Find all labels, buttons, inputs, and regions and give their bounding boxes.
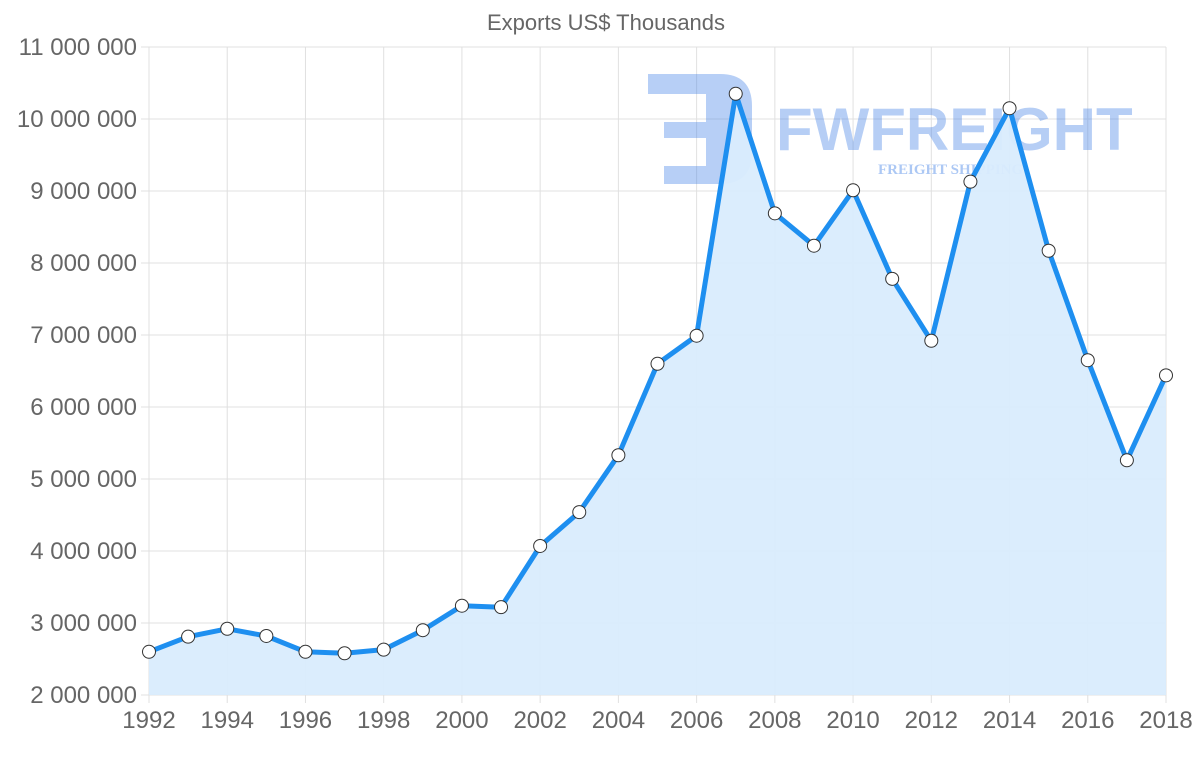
data-points	[142, 86, 1173, 661]
data-point-2018[interactable]	[1159, 368, 1173, 383]
x-tick-label: 2004	[592, 707, 645, 734]
data-point-2004[interactable]	[611, 448, 626, 463]
y-tick-label: 7 000 000	[30, 322, 137, 349]
x-tick-label: 2010	[826, 707, 879, 734]
x-tick-label: 2002	[513, 707, 566, 734]
data-point-2013[interactable]	[963, 174, 978, 189]
x-tick-label: 2012	[905, 707, 958, 734]
x-tick-label: 1998	[357, 707, 410, 734]
data-point-2002[interactable]	[533, 538, 548, 553]
x-tick-label: 2000	[435, 707, 488, 734]
watermark-brand: FWFREIGHT	[776, 96, 1133, 163]
y-tick-label: 11 000 000	[19, 34, 137, 61]
data-point-2016[interactable]	[1080, 353, 1095, 368]
x-tick-label: 2008	[748, 707, 801, 734]
data-point-2005[interactable]	[650, 356, 665, 371]
x-tick-label: 2018	[1139, 707, 1192, 734]
data-point-1996[interactable]	[298, 644, 313, 659]
data-point-2012[interactable]	[924, 333, 939, 348]
x-axis: 1992 1994 1996 1998 2000 2002 2004 2006 2008 2010…	[122, 707, 1192, 734]
x-tick-label: 1996	[279, 707, 332, 734]
x-tick-label: 2006	[670, 707, 723, 734]
y-tick-label: 8 000 000	[30, 250, 137, 277]
x-tick-label: 2014	[983, 707, 1036, 734]
data-point-2008[interactable]	[767, 206, 782, 221]
x-tick-label: 1992	[122, 707, 175, 734]
y-tick-label: 5 000 000	[30, 466, 137, 493]
watermark-logo: FWFREIGHT FREIGHT SHIPPING	[648, 74, 1133, 184]
data-point-1999[interactable]	[415, 623, 430, 638]
data-point-1997[interactable]	[337, 646, 352, 661]
data-point-2017[interactable]	[1119, 453, 1134, 468]
y-axis: 2 000 000 3 000 000 4 000 000 5 000 000 6 00…	[17, 34, 137, 709]
data-point-2014[interactable]	[1002, 101, 1017, 116]
x-tick-label: 2016	[1061, 707, 1114, 734]
data-point-2009[interactable]	[806, 238, 821, 253]
data-point-2011[interactable]	[885, 271, 900, 286]
data-point-2006[interactable]	[689, 328, 704, 343]
x-tick-label: 1994	[201, 707, 254, 734]
data-point-1992[interactable]	[142, 644, 156, 659]
data-point-2010[interactable]	[846, 183, 861, 198]
chart-title: Exports US$ Thousands	[487, 10, 725, 35]
data-point-2015[interactable]	[1041, 243, 1056, 258]
data-point-1998[interactable]	[376, 642, 391, 657]
data-point-2000[interactable]	[454, 598, 469, 613]
data-point-1995[interactable]	[259, 628, 274, 643]
data-point-1993[interactable]	[181, 629, 196, 644]
data-point-1994[interactable]	[220, 621, 235, 636]
area-fill	[149, 93, 1166, 696]
y-tick-label: 10 000 000	[17, 106, 137, 133]
data-point-2003[interactable]	[572, 505, 587, 520]
y-tick-label: 3 000 000	[30, 610, 137, 637]
y-tick-label: 9 000 000	[30, 178, 137, 205]
y-tick-label: 6 000 000	[30, 394, 137, 421]
data-point-2001[interactable]	[494, 600, 509, 615]
y-tick-label: 2 000 000	[30, 682, 137, 709]
y-tick-label: 4 000 000	[30, 538, 137, 565]
data-point-2007[interactable]	[728, 86, 743, 101]
